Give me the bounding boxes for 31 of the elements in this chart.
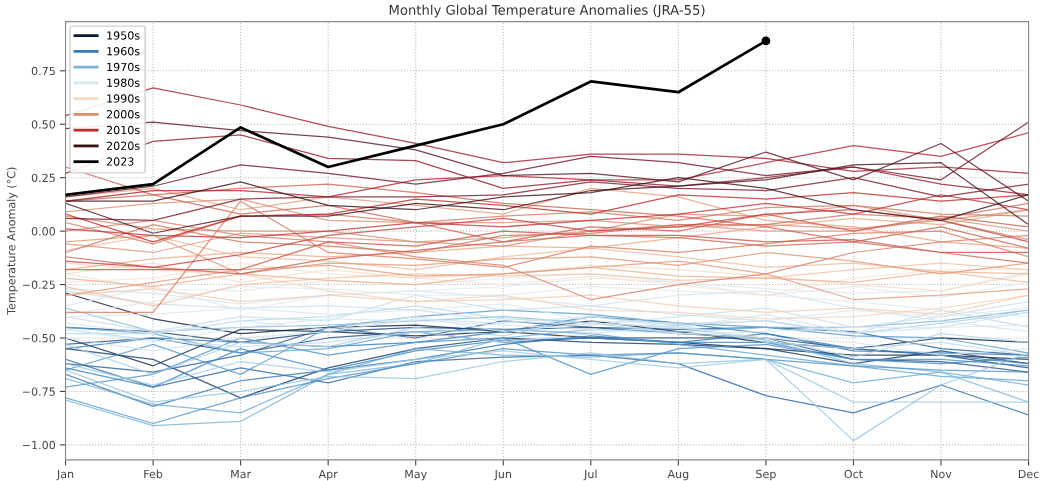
x-tick-label: Jul — [583, 469, 597, 481]
y-tick-label: −0.25 — [22, 280, 55, 289]
legend-label: 1950s — [107, 31, 140, 40]
x-tick-label: Nov — [931, 469, 952, 479]
y-tick-label: 0.25 — [31, 173, 55, 183]
legend-label: 1960s — [107, 47, 140, 56]
x-tick-label: Feb — [144, 469, 163, 479]
x-tick-label: Oct — [844, 469, 863, 479]
legend-label: 1990s — [107, 94, 140, 103]
chart-title: Monthly Global Temperature Anomalies (JRA-55) — [389, 4, 705, 18]
x-tick-label: Aug — [667, 469, 689, 481]
x-tick-label: Sep — [756, 469, 776, 481]
legend-label: 2020s — [106, 141, 140, 150]
x-tick-label: Dec — [1018, 469, 1039, 479]
x-tick-label: Jun — [494, 469, 511, 481]
legend-label: 2010s — [106, 125, 140, 135]
x-tick-label: Apr — [318, 469, 338, 481]
x-tick-label: Jan — [56, 469, 74, 481]
x-tick-label: Mar — [231, 469, 252, 479]
legend-label: 1970s — [107, 62, 140, 72]
y-tick-label: −0.75 — [22, 387, 55, 396]
y-tick-label: 0.50 — [31, 120, 56, 129]
legend-label: 2000s — [106, 110, 140, 119]
y-tick-label: 0.00 — [31, 227, 56, 236]
y-tick-label: −0.50 — [22, 333, 56, 343]
legend-label: 1980s — [107, 78, 140, 87]
x-tick-label: May — [405, 469, 427, 481]
legend-label: 2023 — [106, 157, 134, 166]
y-axis-title: Temperature Anomaly (°C) — [6, 167, 18, 315]
y-tick-label: 0.75 — [31, 66, 55, 76]
y-tick-label: −1.00 — [22, 440, 56, 450]
